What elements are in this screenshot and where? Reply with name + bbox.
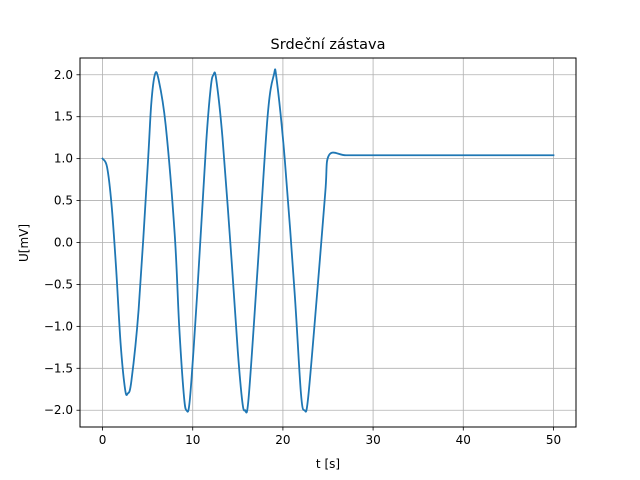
y-tick-label: −2.0 — [44, 403, 73, 417]
y-tick-label: 1.5 — [54, 110, 73, 124]
tick-layer: 0 10 20 30 40 50 −2.0 −1.5 −1.0 −0.5 0.0 0.5 1.0 1.5 2… — [44, 68, 561, 447]
plot-layer — [101, 68, 555, 414]
y-tick-label: 0.5 — [54, 194, 73, 208]
x-axis-label: t [s] — [316, 457, 340, 471]
series-line-0 — [101, 68, 555, 414]
x-tick-label: 20 — [275, 433, 290, 447]
y-tick-label: −0.5 — [44, 277, 73, 291]
y-tick-label: −1.0 — [44, 319, 73, 333]
x-tick-label: 50 — [546, 433, 561, 447]
x-tick-label: 0 — [99, 433, 107, 447]
y-tick-label: 2.0 — [54, 68, 73, 82]
y-tick-label: 0.0 — [54, 236, 73, 250]
y-tick-label: 1.0 — [54, 152, 73, 166]
chart-title: Srdeční zástava — [271, 37, 386, 53]
y-tick-label: −1.5 — [44, 361, 73, 375]
x-tick-label: 30 — [365, 433, 380, 447]
x-tick-label: 40 — [456, 433, 471, 447]
x-tick-label: 10 — [185, 433, 200, 447]
y-axis-label: U[mV] — [17, 224, 31, 262]
